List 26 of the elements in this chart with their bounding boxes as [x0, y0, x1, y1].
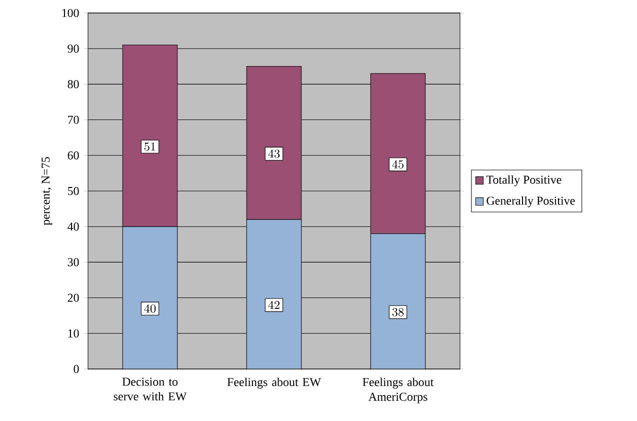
data-label: 42: [268, 300, 280, 309]
y-tick-label: 10: [68, 329, 79, 338]
y-tick-label: 20: [68, 294, 79, 302]
y-tick-label: 100: [62, 8, 79, 18]
y-tick-label: 30: [68, 258, 79, 266]
y-tick-label: 80: [68, 80, 79, 88]
y-tick-label: 90: [68, 44, 79, 53]
x-tick-label: Feelings about EW: [227, 378, 321, 389]
legend-label: Totally Positive: [486, 175, 562, 186]
data-label: 45: [392, 160, 404, 169]
data-label: 40: [144, 304, 156, 313]
y-tick-label: 60: [68, 151, 79, 160]
data-label: 38: [392, 308, 404, 316]
bar: [122, 226, 178, 369]
x-tick-label: Decision to serve with EW: [114, 378, 187, 400]
y-axis-title: percent, N=75: [42, 157, 52, 226]
legend-label: Generally Positive: [486, 196, 575, 208]
x-tick-label: Feelings about AmeriCorps: [362, 378, 434, 404]
y-tick-label: 70: [68, 116, 79, 124]
bar: [370, 233, 426, 369]
bar: [246, 219, 302, 369]
y-tick-label: 0: [74, 364, 79, 374]
y-tick-label: 40: [68, 222, 79, 231]
data-label: 43: [268, 149, 280, 158]
y-tick-label: 50: [68, 186, 79, 196]
data-label: 51: [144, 142, 156, 151]
